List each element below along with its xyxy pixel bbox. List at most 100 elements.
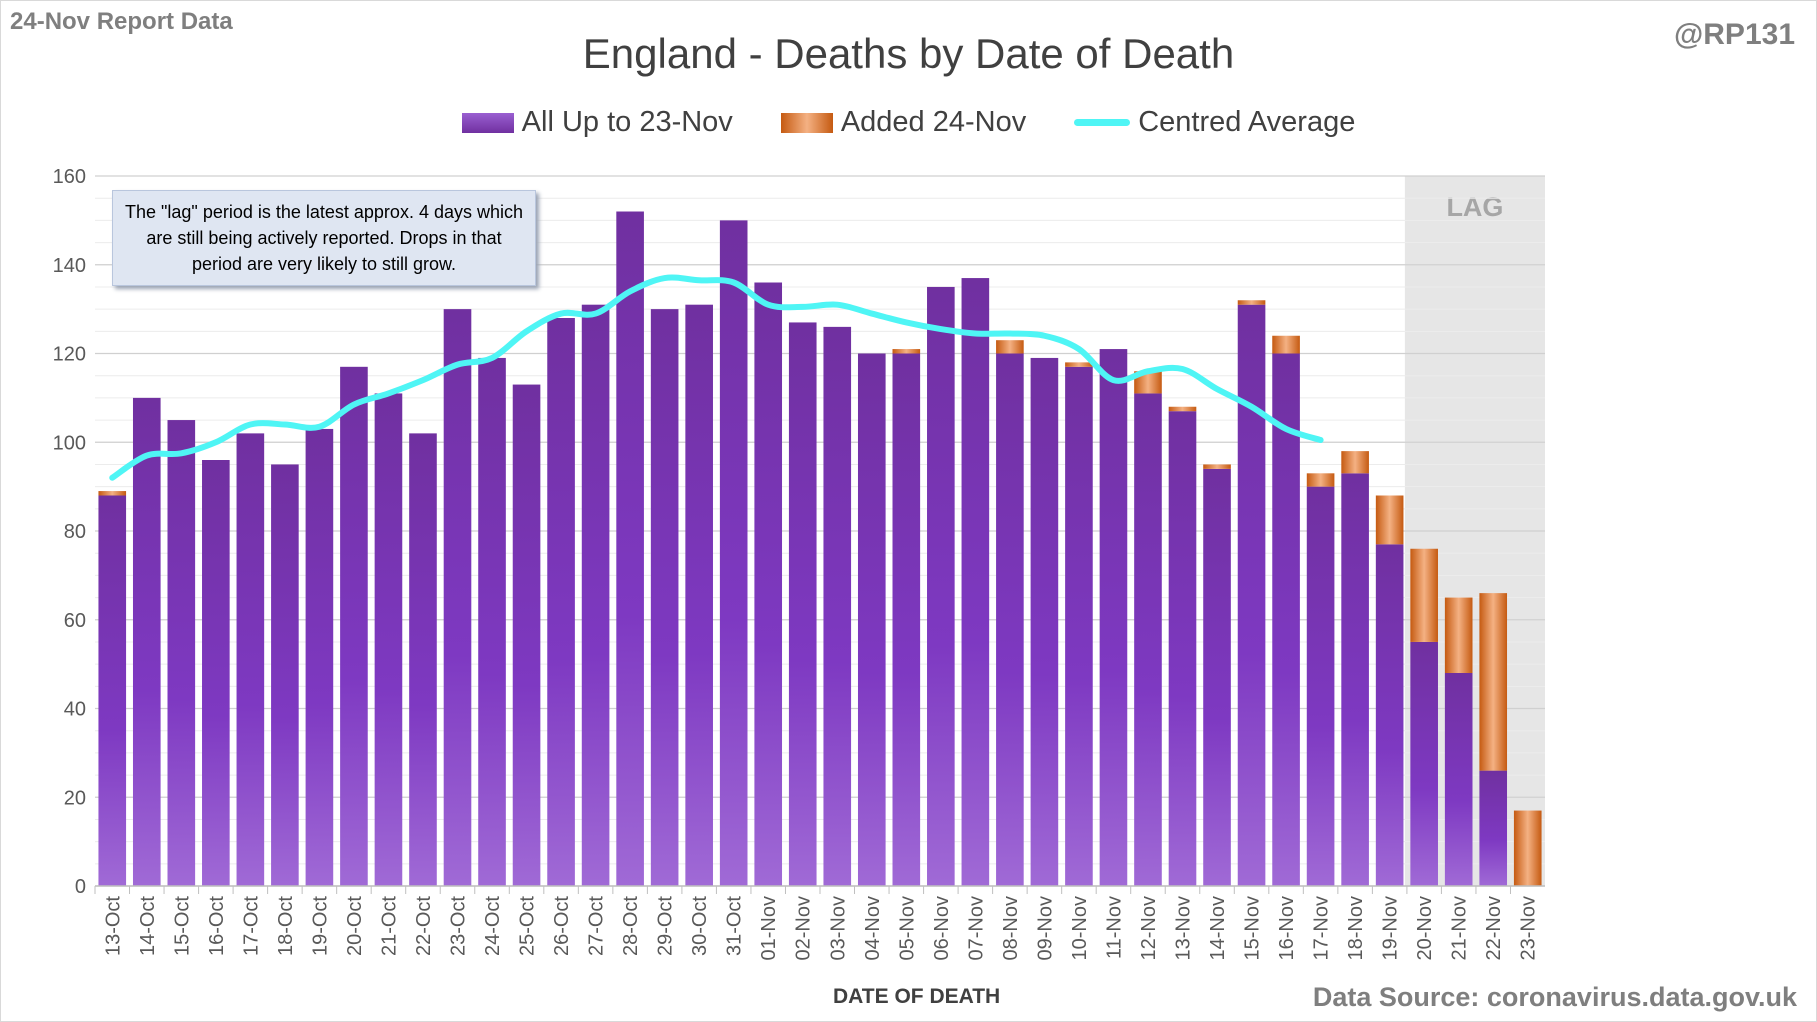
x-tick-label: 05-Nov — [896, 896, 918, 960]
bar-added — [1410, 548, 1438, 642]
bar-all-up-to — [996, 353, 1024, 886]
bar-added — [996, 340, 1024, 354]
x-tick-label: 23-Nov — [1518, 896, 1540, 960]
x-tick-label: 18-Nov — [1345, 896, 1367, 960]
x-tick-label: 23-Oct — [448, 896, 470, 956]
bar-all-up-to — [719, 220, 748, 886]
x-tick-label: 30-Oct — [689, 896, 711, 956]
x-axis-label: DATE OF DEATH — [833, 985, 1001, 1008]
bar-all-up-to — [788, 322, 817, 886]
bar-all-up-to — [202, 460, 230, 886]
x-tick-label: 09-Nov — [1034, 896, 1056, 960]
lag-label: LAG — [1446, 192, 1503, 222]
bar-all-up-to — [892, 353, 921, 886]
x-tick-label: 17-Nov — [1311, 896, 1333, 960]
x-tick-label: 12-Nov — [1138, 896, 1160, 960]
bar-all-up-to — [1099, 349, 1128, 886]
legend-swatch-line — [1074, 119, 1131, 126]
bar-all-up-to — [616, 211, 644, 886]
lag-note-callout: The "lag" period is the latest approx. 4… — [112, 190, 536, 286]
x-tick-label: 22-Oct — [413, 896, 435, 956]
report-label: 24-Nov Report Data — [10, 8, 233, 35]
y-tick-label: 0 — [75, 876, 86, 898]
y-tick-label: 80 — [64, 521, 86, 543]
bar-all-up-to — [1065, 366, 1093, 886]
bar-all-up-to — [754, 282, 783, 886]
bar-added — [1272, 335, 1300, 354]
bar-all-up-to — [1030, 357, 1059, 886]
x-tick-label: 20-Nov — [1414, 896, 1436, 960]
x-tick-label: 21-Nov — [1449, 896, 1471, 960]
x-tick-label: 10-Nov — [1069, 896, 1091, 960]
y-tick-label: 100 — [53, 432, 86, 454]
x-tick-label: 17-Oct — [240, 896, 262, 956]
bar-all-up-to — [409, 433, 437, 886]
x-tick-label: 19-Oct — [309, 896, 331, 956]
bar-all-up-to — [271, 464, 299, 886]
legend-label: Added 24-Nov — [840, 106, 1027, 138]
x-tick-label: 15-Oct — [171, 896, 193, 956]
bar-all-up-to — [961, 278, 990, 886]
x-tick-label: 14-Oct — [137, 896, 159, 956]
y-tick-label: 120 — [53, 344, 86, 366]
bar-added — [1168, 406, 1197, 412]
y-tick-label: 40 — [64, 699, 86, 721]
bar-added — [98, 491, 127, 496]
bar-all-up-to — [1410, 641, 1438, 886]
x-tick-label: 18-Oct — [275, 896, 297, 956]
bar-all-up-to — [98, 495, 127, 886]
bar-added — [1237, 300, 1266, 305]
bar-all-up-to — [132, 397, 161, 886]
bar-all-up-to — [305, 428, 334, 886]
legend-item-added: Added 24-Nov — [780, 106, 1027, 139]
bar-added — [1375, 495, 1404, 545]
bar-all-up-to — [443, 309, 472, 886]
x-tick-label: 25-Oct — [517, 896, 539, 956]
x-tick-label: 26-Oct — [551, 896, 573, 956]
x-tick-label: 15-Nov — [1242, 896, 1264, 960]
x-tick-label: 13-Oct — [102, 896, 124, 956]
bar-all-up-to — [512, 384, 541, 886]
legend-swatch-orange — [780, 112, 833, 133]
bar-all-up-to — [823, 326, 852, 886]
x-tick-label: 06-Nov — [931, 896, 953, 960]
bar-all-up-to — [374, 393, 403, 886]
x-tick-label: 01-Nov — [758, 896, 780, 960]
x-tick-label: 16-Nov — [1276, 896, 1298, 960]
x-tick-label: 31-Oct — [724, 896, 746, 956]
x-tick-label: 16-Oct — [206, 896, 228, 956]
bar-all-up-to — [478, 357, 506, 886]
bar-added — [1065, 362, 1093, 367]
data-source: Data Source: coronavirus.data.gov.uk — [1312, 982, 1797, 1012]
x-tick-label: 19-Nov — [1380, 896, 1402, 960]
x-tick-label: 08-Nov — [1000, 896, 1022, 960]
x-tick-label: 11-Nov — [1103, 896, 1125, 959]
centred-average-line — [109, 274, 1324, 481]
bar-all-up-to — [340, 366, 368, 886]
x-tick-label: 22-Nov — [1483, 896, 1505, 960]
x-tick-label: 13-Nov — [1173, 896, 1195, 960]
bar-all-up-to — [581, 304, 610, 886]
bar-all-up-to — [927, 286, 955, 886]
x-tick-label: 28-Oct — [620, 896, 642, 956]
bar-added — [1444, 597, 1473, 673]
y-tick-label: 20 — [64, 787, 86, 809]
bar-all-up-to — [1444, 673, 1473, 886]
legend-item-centred-average: Centred Average — [1074, 106, 1355, 139]
bar-all-up-to — [1203, 468, 1231, 886]
bar-added — [1479, 593, 1508, 771]
bar-all-up-to — [685, 304, 713, 886]
x-tick-label: 14-Nov — [1207, 896, 1229, 960]
bar-all-up-to — [1306, 486, 1335, 886]
bar-all-up-to — [857, 353, 886, 886]
bar-added — [1134, 371, 1162, 394]
x-tick-label: 02-Nov — [793, 896, 815, 960]
bar-all-up-to — [236, 433, 265, 886]
bar-added — [1203, 464, 1231, 469]
y-tick-label: 160 — [53, 166, 86, 188]
bar-all-up-to — [547, 318, 575, 886]
author-handle: @RP131 — [1674, 18, 1795, 51]
bar-added — [1306, 473, 1335, 487]
x-tick-label: 24-Oct — [482, 896, 504, 956]
